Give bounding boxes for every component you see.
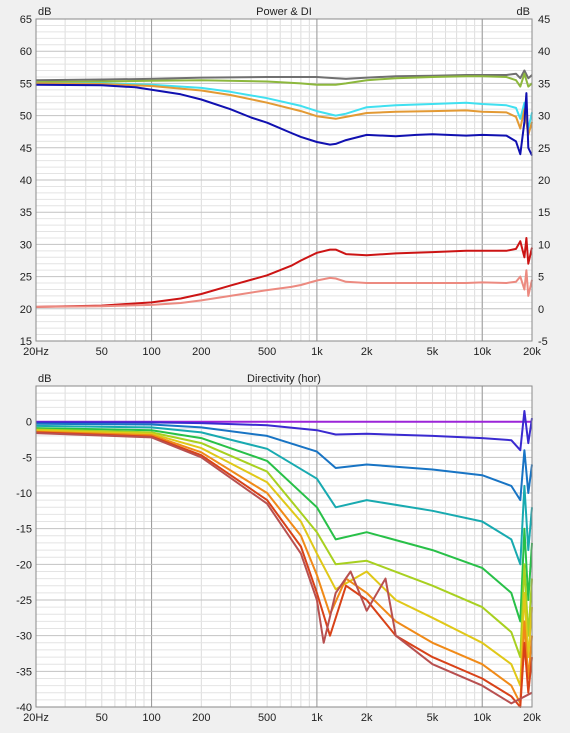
- x-tick-label: 20k: [523, 346, 541, 358]
- series-line-6: [35, 428, 533, 659]
- y-axis-unit-label: dB: [38, 6, 51, 18]
- y-tick-label: 60: [20, 46, 32, 58]
- series-line-9: [35, 431, 533, 708]
- x-tick-label: 10k: [473, 712, 491, 724]
- series-line-2: [36, 410, 533, 452]
- y-tick-label: -35: [16, 666, 32, 678]
- y2-tick-label: 40: [538, 46, 550, 58]
- plot-area: [36, 386, 532, 707]
- series-line-5: [35, 83, 533, 156]
- y2-tick-label: 35: [538, 78, 550, 90]
- x-tick-label: 20Hz: [23, 712, 49, 724]
- y-tick-label: -25: [16, 595, 32, 607]
- power-di-chart: 15 20 25 30 35 40 45 50 55 60 65 -5 0 5 10 15 20 25 30 35 40…: [0, 0, 570, 366]
- x-tick-label: 100: [142, 712, 160, 724]
- x-tick-label: 2k: [361, 346, 373, 358]
- x-tick-label: 20k: [523, 712, 541, 724]
- y-tick-label: 50: [20, 111, 32, 123]
- series-line-4: [35, 424, 533, 566]
- x-tick-label: 200: [192, 712, 210, 724]
- y-tick-label: 25: [20, 272, 32, 284]
- y-tick-label: -15: [16, 524, 32, 536]
- series-line-3: [36, 82, 533, 130]
- series-line-3: [35, 422, 533, 502]
- x-tick-label: 500: [258, 346, 276, 358]
- series-line-4: [35, 82, 533, 136]
- plot-border: [35, 385, 533, 708]
- x-tick-label: 500: [258, 712, 276, 724]
- plot-border: [35, 18, 533, 342]
- chart-title: Directivity (hor): [247, 373, 321, 385]
- x-tick-label: 5k: [427, 346, 439, 358]
- y2-tick-label: 0: [538, 304, 544, 316]
- series-line-7: [35, 269, 533, 308]
- x-tick-label: 2k: [361, 712, 373, 724]
- x-tick-label: 50: [96, 346, 108, 358]
- y-tick-label: 55: [20, 78, 32, 90]
- y-tick-label: 40: [20, 175, 32, 187]
- x-tick-label: 50: [96, 712, 108, 724]
- y-tick-label: 15: [20, 336, 32, 348]
- x-tick-label: 20Hz: [23, 346, 49, 358]
- y-tick-label: 65: [20, 14, 32, 26]
- y2-tick-label: 5: [538, 272, 544, 284]
- series-line-10: [35, 432, 533, 705]
- y-tick-label: 20: [20, 304, 32, 316]
- y2-tick-label: 20: [538, 175, 550, 187]
- y2-tick-label: 25: [538, 143, 550, 155]
- y2-axis-unit-label: dB: [517, 6, 530, 18]
- grid: [36, 18, 532, 342]
- y2-tick-label: 30: [538, 111, 550, 123]
- x-tick-label: 1k: [311, 712, 323, 724]
- x-tick-label: 200: [192, 346, 210, 358]
- series-line-5: [35, 427, 533, 623]
- y-tick-label: -5: [22, 452, 32, 464]
- y-tick-label: -40: [16, 702, 32, 714]
- x-tick-label: 5k: [427, 712, 439, 724]
- y2-tick-label: -5: [538, 336, 548, 348]
- series-line-2: [35, 72, 533, 88]
- y-tick-label: -10: [16, 488, 32, 500]
- y-axis-unit-label: dB: [38, 373, 51, 385]
- y-tick-label: 35: [20, 207, 32, 219]
- y2-tick-label: 45: [538, 14, 550, 26]
- series-line-1: [35, 69, 533, 82]
- y2-tick-label: 15: [538, 207, 550, 219]
- series-lines: [35, 69, 533, 308]
- y-tick-label: 0: [26, 417, 32, 429]
- series-line-6: [35, 237, 533, 308]
- chart-title: Power & DI: [256, 6, 312, 18]
- directivity-chart: -40 -35 -30 -25 -20 -15 -10 -5 0 20Hz 50 100 200 500 1…: [0, 366, 570, 733]
- x-tick-label: 100: [142, 346, 160, 358]
- y-tick-label: -20: [16, 559, 32, 571]
- x-tick-label: 10k: [473, 346, 491, 358]
- y-tick-label: -30: [16, 631, 32, 643]
- directivity-chart-canvas: -40 -35 -30 -25 -20 -15 -10 -5 0 20Hz 50 100 200 500 1…: [16, 373, 541, 724]
- y-tick-label: 30: [20, 239, 32, 251]
- x-tick-label: 1k: [311, 346, 323, 358]
- series-lines: [35, 410, 533, 708]
- y-tick-label: 45: [20, 143, 32, 155]
- y2-tick-label: 10: [538, 239, 550, 251]
- power-di-chart-canvas: 15 20 25 30 35 40 45 50 55 60 65 -5 0 5 10 15 20 25 30 35 40…: [20, 6, 551, 358]
